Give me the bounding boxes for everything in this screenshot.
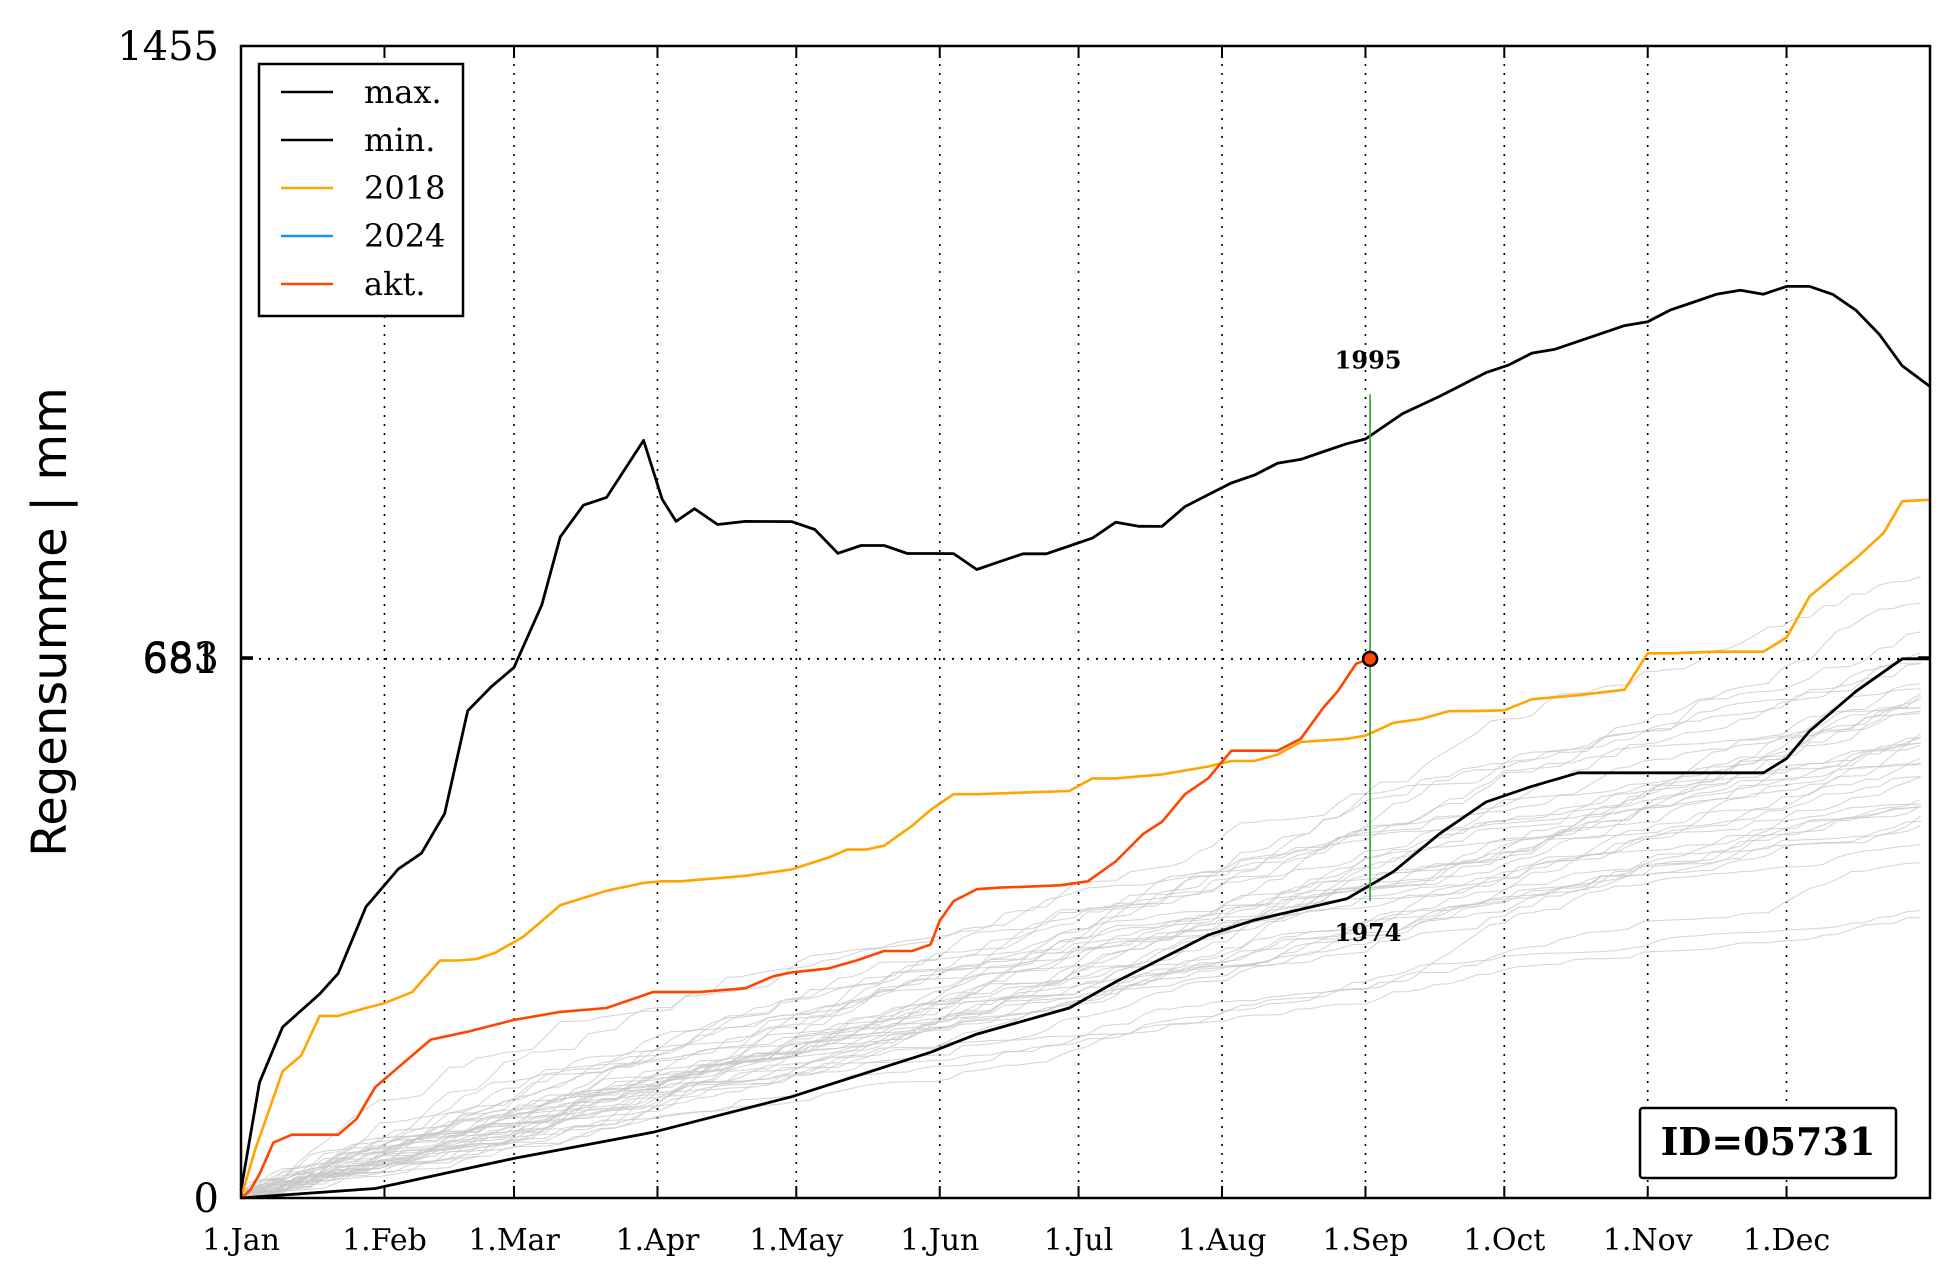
plot-frame: [239, 44, 1932, 1200]
legend-label: 2024: [364, 217, 445, 255]
y-tick-label: 683: [143, 635, 219, 681]
legend: max. min. 2018 2024 akt.: [257, 62, 465, 318]
station-id-box: ID=05731: [1638, 1106, 1898, 1180]
historical-year-line: [240, 762, 1921, 1192]
historical-year-line: [240, 820, 1921, 1194]
historical-year-line: [240, 652, 1921, 1197]
historical-year-line: [240, 712, 1921, 1196]
historical-year-line: [240, 663, 1921, 1197]
current-marker: [1361, 394, 1379, 902]
legend-label: min.: [364, 121, 435, 159]
historical-year-line: [240, 737, 1921, 1196]
x-tick-label: 1.Nov: [1603, 1223, 1693, 1258]
x-tick-label: 1.Sep: [1322, 1223, 1408, 1258]
min-year-annotation: 1974: [1335, 918, 1402, 947]
current-point: [1361, 650, 1379, 668]
x-tick-label: 1.Mar: [468, 1223, 560, 1258]
x-tick-label: 1.Apr: [616, 1223, 700, 1258]
series-line-max: [239, 285, 1931, 1191]
historical-year-line: [240, 917, 1921, 1199]
historical-year-line: [240, 910, 1921, 1191]
historical-year-line: [240, 744, 1921, 1199]
legend-label: max.: [364, 73, 442, 111]
legend-label: 2018: [364, 169, 445, 207]
y-tick-label: 1455: [117, 24, 219, 70]
legend-box: [257, 62, 465, 318]
historical-year-line: [240, 693, 1921, 1197]
historical-year-line: [240, 733, 1922, 1198]
series-line-2018: [239, 498, 1931, 1199]
x-tick-label: 1.Dec: [1743, 1223, 1830, 1258]
x-tick-label: 1.May: [749, 1223, 843, 1258]
historical-year-line: [240, 844, 1921, 1199]
historical-year-line: [240, 776, 1921, 1193]
legend-label: akt.: [364, 265, 426, 303]
x-tick-label: 1.Feb: [342, 1223, 427, 1258]
series-line-min: [240, 657, 1930, 1200]
series-line-akt: [240, 657, 1371, 1199]
x-tick-label: 1.Oct: [1463, 1223, 1545, 1258]
series-lines: [239, 285, 1931, 1200]
historical-year-line: [240, 695, 1922, 1198]
y-tick-label: 681: [143, 637, 219, 683]
y-tick-label: 0: [194, 1176, 219, 1222]
grid: [241, 46, 1930, 1198]
historical-year-line: [240, 688, 1921, 1190]
historical-years-lines: [240, 576, 1922, 1199]
historical-year-line: [240, 776, 1921, 1198]
historical-year-line: [240, 805, 1921, 1197]
max-year-annotation: 1995: [1335, 345, 1402, 374]
station-id-text: ID=05731: [1661, 1119, 1876, 1164]
x-tick-label: 1.Jun: [900, 1223, 979, 1258]
y-axis-title: Regensumme | mm: [22, 387, 78, 857]
x-tick-label: 1.Aug: [1178, 1223, 1267, 1258]
historical-year-line: [240, 602, 1921, 1195]
x-tick-label: 1.Jan: [202, 1223, 280, 1258]
historical-year-line: [240, 757, 1921, 1197]
historical-year-line: [240, 631, 1921, 1198]
historical-year-line: [240, 683, 1921, 1186]
historical-year-line: [240, 803, 1921, 1193]
x-tick-label: 1.Jul: [1044, 1223, 1114, 1258]
